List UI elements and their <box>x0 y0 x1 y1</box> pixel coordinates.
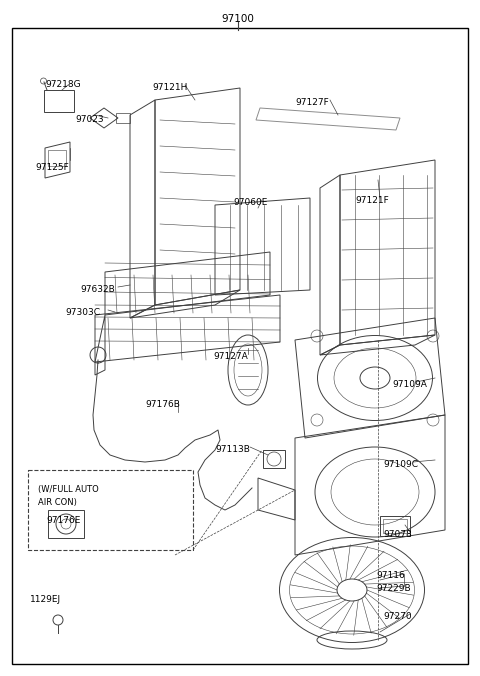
Text: 97270: 97270 <box>383 612 412 621</box>
Text: 97121H: 97121H <box>152 83 187 92</box>
Text: 97632B: 97632B <box>80 285 115 294</box>
Text: AIR CON): AIR CON) <box>38 498 77 507</box>
Text: 97127A: 97127A <box>213 352 248 361</box>
Text: 97127F: 97127F <box>295 98 329 107</box>
Text: (W/FULL AUTO: (W/FULL AUTO <box>38 485 99 494</box>
Text: 97023: 97023 <box>75 115 104 124</box>
Text: 97218G: 97218G <box>45 80 81 89</box>
Bar <box>48 510 84 538</box>
Text: 97116: 97116 <box>376 571 405 580</box>
Text: 97125F: 97125F <box>35 163 69 172</box>
Text: 97113B: 97113B <box>215 445 250 454</box>
Text: 97100: 97100 <box>222 14 254 24</box>
Bar <box>263 450 285 468</box>
Text: 1129EJ: 1129EJ <box>30 595 61 604</box>
Bar <box>383 519 407 533</box>
Text: 97303C: 97303C <box>65 308 100 317</box>
Text: 97176B: 97176B <box>145 400 180 409</box>
Text: 97109A: 97109A <box>392 380 427 389</box>
Bar <box>380 516 410 536</box>
Text: 97109C: 97109C <box>383 460 418 469</box>
Text: 97229B: 97229B <box>376 584 410 593</box>
Text: 97060E: 97060E <box>233 198 267 207</box>
Text: 97078: 97078 <box>383 530 412 539</box>
Text: 97176E: 97176E <box>46 516 80 525</box>
Text: 97121F: 97121F <box>355 196 389 205</box>
Bar <box>28 470 193 550</box>
Bar <box>48 150 66 166</box>
Bar <box>44 90 74 112</box>
Bar <box>116 113 130 123</box>
